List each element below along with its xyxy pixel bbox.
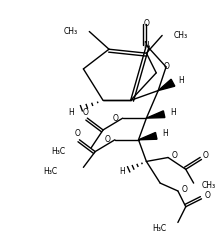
Text: O: O: [163, 62, 169, 71]
Text: N: N: [143, 41, 149, 50]
Text: H: H: [68, 108, 74, 117]
Text: H₃C: H₃C: [152, 224, 166, 233]
Text: H: H: [162, 129, 168, 138]
Text: O: O: [113, 114, 119, 123]
Text: CH₃: CH₃: [63, 27, 78, 36]
Text: O: O: [74, 129, 80, 138]
Text: CH₃: CH₃: [174, 31, 188, 40]
Text: H: H: [178, 76, 184, 85]
Text: O: O: [203, 151, 208, 160]
Text: O: O: [205, 191, 210, 200]
Polygon shape: [158, 79, 175, 90]
Text: O: O: [105, 135, 111, 144]
Text: H₃C: H₃C: [51, 147, 66, 156]
Text: CH₃: CH₃: [201, 181, 216, 190]
Text: H₃C: H₃C: [44, 167, 58, 176]
Text: O: O: [82, 108, 88, 117]
Polygon shape: [138, 133, 157, 140]
Text: H: H: [170, 108, 176, 117]
Text: H: H: [119, 167, 125, 176]
Text: O: O: [172, 151, 178, 160]
Text: O: O: [182, 184, 188, 194]
Text: O: O: [143, 19, 149, 28]
Polygon shape: [146, 111, 165, 118]
